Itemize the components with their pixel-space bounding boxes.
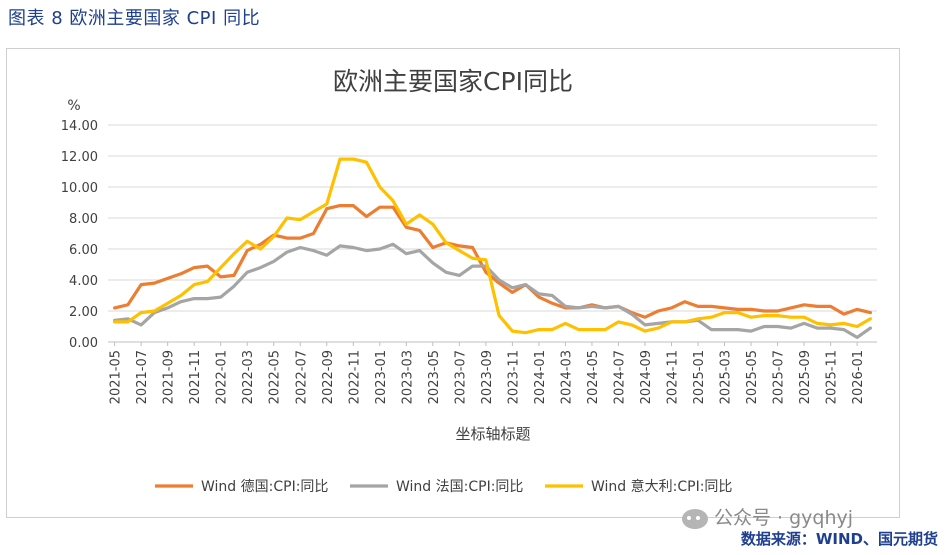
chart-title: 欧洲主要国家CPI同比 (333, 67, 573, 96)
x-tick-label: 2025-01 (692, 350, 707, 404)
x-tick-label: 2021-07 (135, 350, 150, 404)
series-lines (112, 157, 873, 339)
watermark: 公众号 · gyqhyj (682, 503, 853, 530)
x-tick-label: 2023-03 (400, 350, 415, 404)
y-tick-label: 4.00 (69, 274, 98, 289)
watermark-text: 公众号 · gyqhyj (714, 507, 854, 529)
x-tick-label: 2024-05 (586, 350, 601, 404)
x-tick-label: 2021-05 (109, 350, 124, 404)
x-tick-label: 2023-07 (453, 350, 468, 404)
x-tick-label: 2023-09 (480, 350, 495, 404)
x-tick-label: 2025-05 (745, 350, 760, 404)
y-tick-label: 0.00 (69, 336, 98, 351)
x-tick-label: 2022-05 (268, 350, 283, 404)
x-tick-label: 2025-11 (825, 350, 840, 404)
x-tick-label: 2022-03 (241, 350, 256, 404)
x-tick-label: 2023-01 (374, 350, 389, 404)
y-tick-label: 10.00 (61, 181, 98, 196)
y-tick-label: 12.00 (61, 150, 98, 165)
y-tick-label: 6.00 (69, 243, 98, 258)
x-tick-label: 2023-11 (506, 350, 521, 404)
y-tick-label: 8.00 (69, 212, 98, 227)
x-tick-label: 2022-09 (321, 350, 336, 404)
x-axis-title: 坐标轴标题 (455, 425, 530, 443)
y-tick-label: 2.00 (69, 305, 98, 320)
figure-title: 图表 8 欧洲主要国家 CPI 同比 (8, 8, 261, 29)
legend-label: Wind 法国:CPI:同比 (396, 479, 523, 495)
y-unit-label: % (67, 98, 80, 114)
y-axis: 0.00 2.00 4.00 6.00 8.00 10.00 12.00 14.00 (61, 119, 98, 351)
legend-label: Wind 德国:CPI:同比 (201, 479, 328, 495)
x-tick-label: 2025-07 (772, 350, 787, 404)
y-tick-label: 14.00 (61, 119, 98, 134)
x-axis: 2021-05 2021-07 2021-09 2021-11 2022-01 2022-… (109, 342, 866, 404)
wechat-icon (682, 508, 708, 529)
x-tick-label: 2026-01 (851, 350, 866, 404)
x-tick-label: 2022-07 (294, 350, 309, 404)
x-tick-label: 2025-09 (798, 350, 813, 404)
grid (108, 124, 877, 343)
x-tick-label: 2025-03 (719, 350, 734, 404)
x-tick-label: 2022-01 (215, 350, 230, 404)
x-tick-label: 2024-07 (612, 350, 627, 404)
source-note: 数据来源：WIND、国元期货 (740, 530, 938, 548)
x-tick-label: 2024-03 (559, 350, 574, 404)
x-tick-label: 2021-11 (188, 350, 203, 404)
x-tick-label: 2024-09 (639, 350, 654, 404)
x-tick-label: 2021-09 (162, 350, 177, 404)
x-tick-label: 2022-11 (347, 350, 362, 404)
legend-label: Wind 意大利:CPI:同比 (591, 478, 732, 495)
x-tick-label: 2023-05 (427, 350, 442, 404)
x-tick-label: 2024-01 (533, 350, 548, 404)
series-line-0 (112, 204, 873, 319)
series-line-1 (112, 242, 873, 339)
legend: Wind 德国:CPI:同比 Wind 法国:CPI:同比 Wind 意大利:CPI… (155, 478, 732, 495)
x-tick-label: 2024-11 (665, 350, 680, 404)
series-line-2 (112, 157, 873, 335)
